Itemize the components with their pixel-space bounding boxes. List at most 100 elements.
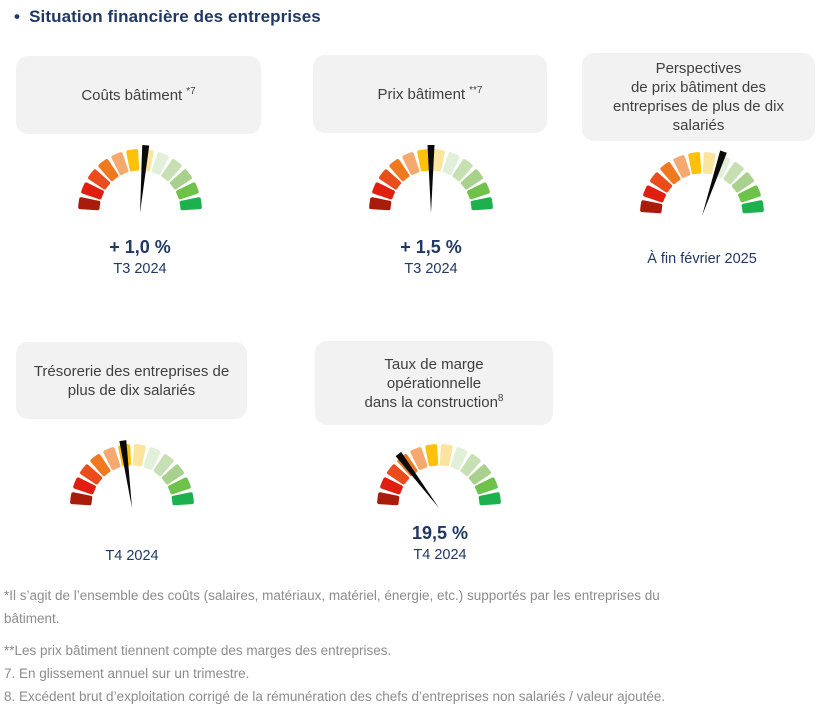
gauge-segment — [442, 152, 460, 175]
card-title-sup: 8 — [497, 392, 504, 404]
card-title-line: Taux de marge — [384, 355, 484, 373]
gauge-2-card: Prix bâtiment **7 — [313, 55, 547, 133]
gauge-segment — [410, 447, 428, 470]
gauge-segment — [431, 149, 445, 172]
gauge-segment — [738, 185, 761, 203]
gauge-segment — [643, 185, 666, 203]
gauge-segment — [452, 159, 473, 182]
gauge-segment — [379, 169, 402, 190]
gauge-segment — [369, 197, 392, 211]
card-title-line: dans la construction — [364, 393, 498, 411]
footnote-costs-line-1: *Il s’agit de l’ensemble des coûts (sala… — [4, 588, 660, 603]
gauge-segment — [468, 464, 491, 485]
gauge-dial-svg — [377, 444, 501, 508]
footnote-8: 8. Excédent brut d’exploitation corrigé … — [4, 689, 666, 704]
footnotes: *Il s’agit de l’ensemble des coûts (sala… — [4, 584, 804, 705]
gauge-segment — [81, 182, 104, 200]
gauge-needle — [427, 145, 435, 213]
gauge-segment — [702, 152, 716, 175]
gauge-segment — [377, 492, 400, 506]
gauge-needle — [119, 440, 132, 508]
gauge-segment — [460, 169, 483, 190]
gauge-segment — [90, 454, 111, 477]
gauge-segment — [475, 477, 498, 495]
gauge-4-dial — [57, 434, 207, 512]
gauge-dial-svg — [640, 150, 764, 216]
gauge-1-card-title: Coûts bâtiment *7 — [81, 86, 195, 105]
gauge-segment — [723, 162, 744, 185]
gauge-segment — [171, 492, 194, 506]
footnote-7: 7. En glissement annuel sur un trimestre… — [4, 666, 250, 681]
gauge-segment — [402, 152, 420, 175]
gauge-5-card: Taux de marge opérationnelle dans la con… — [315, 341, 553, 425]
gauge-segment — [70, 492, 93, 506]
gauge-2-period: T3 2024 — [404, 261, 458, 277]
gauge-segment — [80, 464, 103, 485]
gauge-3-period: À fin février 2025 — [647, 251, 757, 267]
gauge-segment — [143, 447, 161, 470]
gauge-segment — [467, 182, 490, 200]
gauge-segment — [439, 444, 453, 467]
gauge-segment — [151, 152, 169, 175]
page-title: • Situation financière des entreprises — [14, 7, 321, 27]
gauge-segment — [153, 454, 174, 477]
gauge-segment — [450, 447, 468, 470]
gauge-1-card: Coûts bâtiment *7 — [16, 56, 261, 134]
card-title-line: de prix bâtiment des — [630, 79, 767, 96]
gauge-4-card: Trésorerie des entreprises de plus de di… — [16, 342, 247, 419]
gauge-3-card: Perspectives de prix bâtiment des entrep… — [582, 53, 815, 141]
gauge-1-value: + 1,0 % — [109, 237, 171, 257]
gauge-4-period: T4 2024 — [105, 548, 159, 564]
gauge-segment — [126, 149, 140, 172]
gauge-2-card-title: Prix bâtiment **7 — [378, 85, 483, 104]
gauge-segment — [731, 172, 754, 193]
gauge-segment — [372, 182, 395, 200]
gauge-5-value: 19,5 % — [411, 523, 469, 543]
gauge-segment — [425, 444, 439, 467]
gauge-segment — [168, 477, 191, 495]
gauge-segment — [460, 454, 481, 477]
gauge-segment — [161, 159, 182, 182]
card-title-line: plus de dix salariés — [67, 381, 196, 399]
gauge-1-period: T3 2024 — [113, 261, 167, 277]
gauge-5-dial — [364, 434, 514, 512]
gauge-segment — [98, 159, 119, 182]
gauge-segment — [73, 477, 96, 495]
card-title-sup: *7 — [186, 85, 196, 97]
gauge-dial-svg — [78, 144, 202, 213]
card-title-line: Perspectives — [655, 60, 742, 77]
gauge-segment — [470, 197, 493, 211]
gauge-3-dial — [627, 142, 777, 220]
gauge-segment — [389, 159, 410, 182]
gauge-segment — [179, 197, 202, 211]
gauge-needle — [395, 451, 439, 508]
gauge-segment — [132, 444, 146, 467]
gauge-2-value: + 1,5 % — [400, 237, 462, 257]
gauge-segment — [387, 464, 410, 485]
gauge-segment — [660, 162, 681, 185]
gauge-segment — [688, 152, 702, 175]
gauge-segment — [78, 197, 101, 211]
card-title-line: Prix bâtiment — [377, 85, 466, 103]
gauge-1-dial — [65, 139, 215, 217]
card-title-sup: **7 — [469, 84, 483, 96]
gauge-2-dial — [356, 139, 506, 217]
gauge-segment — [650, 172, 673, 193]
gauge-segment — [176, 182, 199, 200]
gauge-segment — [478, 492, 501, 506]
gauge-segment — [161, 464, 184, 485]
card-title-line: opérationnelle — [386, 374, 482, 392]
gauge-5-period: T4 2024 — [413, 547, 467, 563]
gauge-segment — [88, 169, 111, 190]
gauge-5-card-title-last-line: dans la construction8 — [365, 393, 504, 412]
gauge-segment — [169, 169, 192, 190]
gauge-segment — [741, 200, 764, 214]
gauge-segment — [103, 447, 121, 470]
gauge-segment — [640, 200, 663, 214]
gauge-dial-svg — [70, 440, 194, 508]
page-title-text: Situation financière des entreprises — [29, 7, 321, 26]
gauge-segment — [417, 149, 431, 172]
footnote-prices: **Les prix bâtiment tiennent compte des … — [4, 643, 392, 658]
title-bullet: • — [14, 7, 21, 26]
